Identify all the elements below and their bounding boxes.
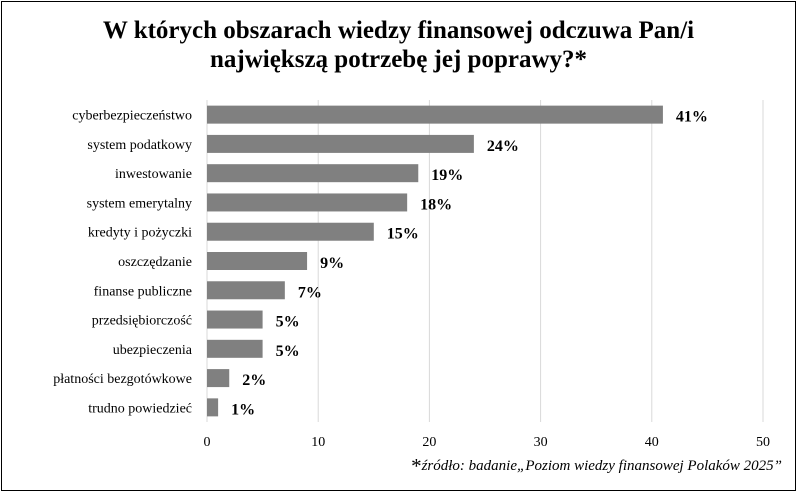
bar-8 <box>207 310 263 329</box>
category-label-1: cyberbezpieczeństwo <box>72 109 192 124</box>
bar-4 <box>207 193 408 212</box>
source-text: źródło: badanie„Poziom wiedzy finansowej… <box>421 458 782 474</box>
category-label-8: przedsiębiorczość <box>92 314 192 329</box>
category-label-3: inwestowanie <box>115 167 192 182</box>
category-label-5: kredyty i pożyczki <box>88 226 192 241</box>
bar-5 <box>207 222 374 241</box>
x-tick-label-10: 10 <box>311 435 325 450</box>
category-label-7: finanse publiczne <box>94 284 192 299</box>
chart-title-line-1: W których obszarach wiedzy finansowej od… <box>102 17 695 44</box>
bar-11 <box>207 398 219 417</box>
data-label-4: 18% <box>420 196 452 213</box>
category-label-2: system podatkowy <box>87 138 192 153</box>
data-label-3: 19% <box>431 167 463 184</box>
data-label-6: 9% <box>320 255 344 272</box>
category-label-4: system emerytalny <box>87 196 192 211</box>
x-tick-label-0: 0 <box>204 435 211 450</box>
x-tick-label-20: 20 <box>422 435 436 450</box>
data-label-7: 7% <box>298 284 322 301</box>
data-label-2: 24% <box>487 138 519 155</box>
category-label-9: ubezpieczenia <box>113 343 193 358</box>
category-label-6: oszczędzanie <box>118 255 192 270</box>
chart-title: W których obszarach wiedzy finansowej od… <box>0 16 797 74</box>
data-label-8: 5% <box>276 314 300 331</box>
bar-1 <box>207 105 663 124</box>
source-note: *źródło: badanie„Poziom wiedzy finansowe… <box>411 454 782 479</box>
bar-9 <box>207 339 263 358</box>
bar-6 <box>207 252 308 270</box>
data-label-9: 5% <box>276 343 300 360</box>
data-label-5: 15% <box>387 226 419 243</box>
source-marker: * <box>411 454 422 478</box>
chart-title-line-2: największą potrzebę jej poprawy?* <box>209 46 588 73</box>
category-label-11: trudno powiedzieć <box>88 401 192 416</box>
data-label-10: 2% <box>242 372 266 389</box>
bar-3 <box>207 164 419 183</box>
data-label-1: 41% <box>676 109 708 126</box>
bar-7 <box>207 281 285 300</box>
x-tick-label-50: 50 <box>756 435 770 450</box>
data-label-11: 1% <box>231 401 255 418</box>
bar-10 <box>207 369 230 388</box>
x-tick-label-30: 30 <box>534 435 548 450</box>
category-label-10: płatności bezgotówkowe <box>53 372 192 387</box>
x-tick-label-40: 40 <box>645 435 659 450</box>
bar-2 <box>207 134 474 153</box>
